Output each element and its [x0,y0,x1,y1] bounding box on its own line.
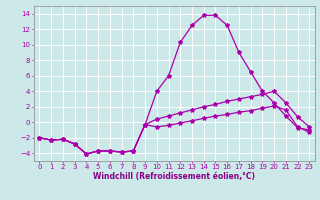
X-axis label: Windchill (Refroidissement éolien,°C): Windchill (Refroidissement éolien,°C) [93,172,255,181]
